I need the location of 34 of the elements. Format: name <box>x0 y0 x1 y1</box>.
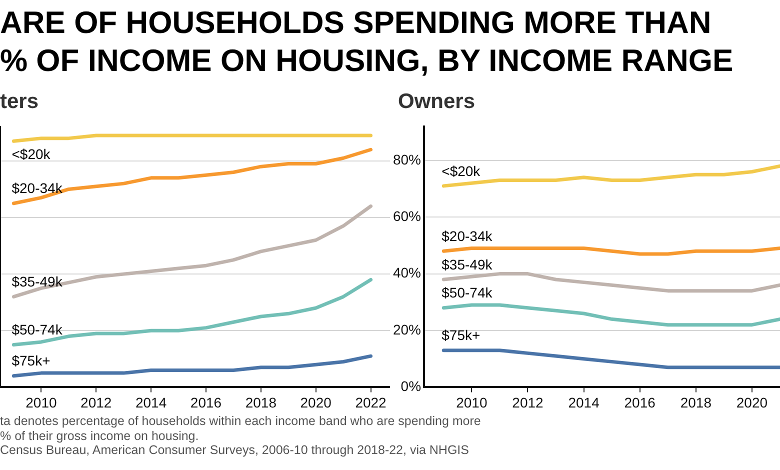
series-label: $35-49k <box>442 256 494 272</box>
x-tick-label: 2016 <box>624 394 656 410</box>
chart-title: ARE OF HOUSEHOLDS SPENDING MORE THAN % OF INCOME ON HOUSING, BY INCOME RANGE <box>0 4 734 80</box>
y-tick-label: 60% <box>392 208 422 224</box>
x-tick-label: 2010 <box>456 394 488 410</box>
series-label: <$20k <box>442 162 482 179</box>
x-tick-label: 2014 <box>135 394 167 410</box>
x-tick-label: 2018 <box>680 394 712 410</box>
series-label: $75k+ <box>442 327 480 344</box>
chart-subtitle: ters <box>0 90 39 114</box>
x-tick-label: 2012 <box>80 394 112 410</box>
y-tick-label: 80% <box>392 151 422 168</box>
x-tick-label: 2012 <box>512 394 544 410</box>
series-label: $20-34k <box>442 228 494 244</box>
y-tick-label: 20% <box>392 321 422 338</box>
series-label: <$20k <box>12 146 52 162</box>
y-tick-label: 40% <box>392 264 422 281</box>
x-tick-label: 2016 <box>190 394 222 410</box>
y-tick-label: 0% <box>400 378 422 394</box>
chart-subtitle: Owners <box>398 90 476 114</box>
x-tick-label: 2020 <box>736 394 768 410</box>
series-label: $35-49k <box>12 274 64 290</box>
series-label: $50-74k <box>12 322 64 338</box>
text: Census Bureau, American Consumer Surveys, 2006-10 through 2018-22, via NHGIS <box>0 443 469 457</box>
x-tick-label: 2020 <box>300 394 332 410</box>
x-tick-label: 2022 <box>355 394 387 410</box>
text: ta denotes percentage of households within each income band who are spending more <box>0 414 481 428</box>
series-label: $75k+ <box>12 352 50 369</box>
text: % of their gross income on housing. <box>0 428 199 442</box>
series-label: $50-74k <box>442 284 494 301</box>
x-tick-label: 2014 <box>568 394 600 410</box>
x-tick-label: 2010 <box>26 394 57 410</box>
series-label: $20-34k <box>12 180 64 196</box>
x-tick-label: 2018 <box>245 394 277 410</box>
